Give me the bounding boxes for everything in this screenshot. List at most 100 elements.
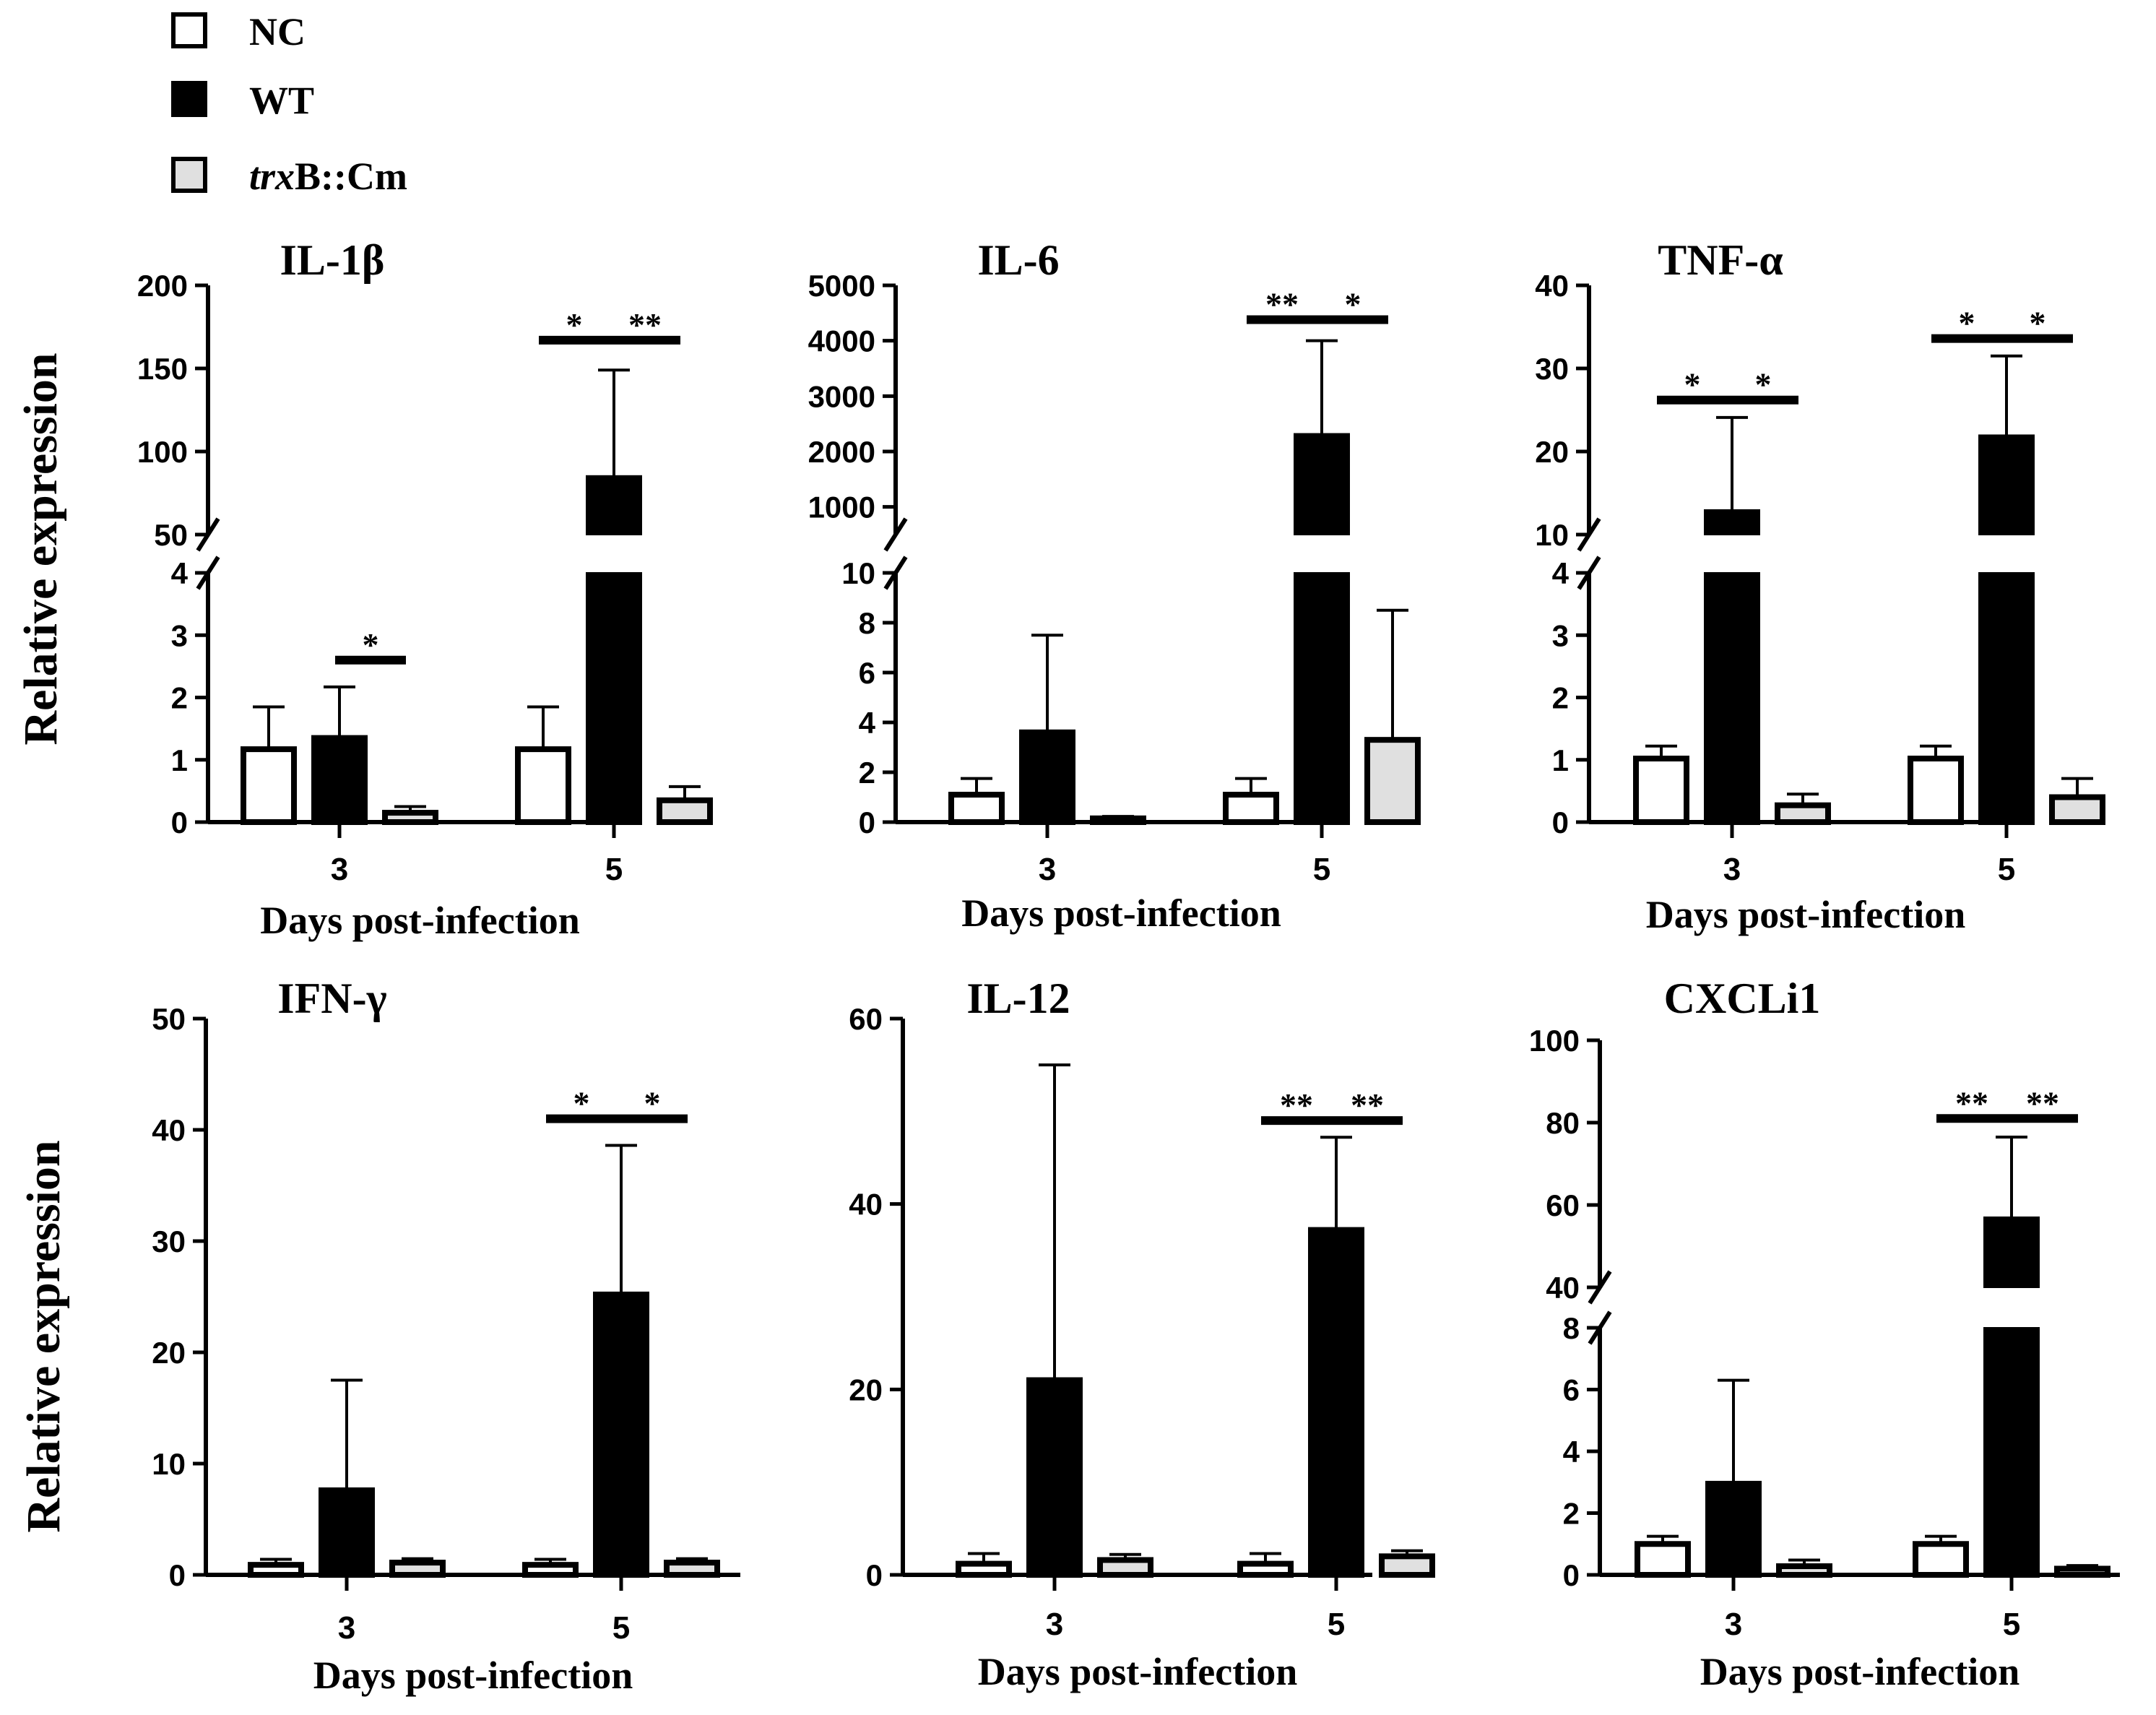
y-tick-label: 3 bbox=[1552, 618, 1569, 652]
significance-label: * bbox=[2030, 305, 2046, 342]
y-tick-label: 40 bbox=[849, 1188, 883, 1222]
legend-swatch-wt bbox=[171, 81, 207, 117]
significance-label: * bbox=[1755, 366, 1772, 403]
legend-label-nc: NC bbox=[249, 10, 306, 53]
y-tick-label: 4 bbox=[1563, 1435, 1580, 1469]
x-tick-label: 5 bbox=[1998, 852, 2015, 887]
bar-wt-day5 bbox=[1978, 434, 2035, 825]
y-tick-label: 8 bbox=[1563, 1311, 1580, 1345]
bar-wt-day3 bbox=[1026, 1377, 1083, 1578]
significance-label: ** bbox=[2026, 1084, 2059, 1121]
significance-label: * bbox=[573, 1085, 590, 1122]
x-tick-label: 3 bbox=[338, 1610, 355, 1646]
bar-wt-day3 bbox=[319, 1487, 375, 1578]
significance-label: * bbox=[363, 626, 379, 663]
y-tick-label: 3 bbox=[171, 618, 188, 652]
panel-il-1b: IL-1β 0 1 2 3 4 50 100 150 200 3 5 Days post-infecti… bbox=[137, 236, 713, 942]
panel-il-12: IL-12 0 20 40 60 3 5 Days post-infection ** ** bbox=[849, 975, 1435, 1693]
bar-trxb-day5 bbox=[1364, 737, 1421, 826]
axis-break-gap bbox=[1546, 535, 2037, 572]
y-tick-label: 2 bbox=[859, 756, 875, 790]
y-tick-label: 10 bbox=[152, 1447, 186, 1481]
significance-label: ** bbox=[1351, 1087, 1384, 1123]
y-tick-label: 1 bbox=[171, 743, 188, 777]
y-tick-label: 10 bbox=[841, 556, 875, 590]
panel-title: IFN-γ bbox=[277, 975, 386, 1022]
y-tick-label: 20 bbox=[1535, 435, 1569, 469]
legend-swatch-trxb bbox=[171, 157, 207, 193]
x-tick-label: 5 bbox=[1313, 852, 1330, 887]
y-tick-label: 50 bbox=[154, 518, 188, 552]
y-tick-label: 60 bbox=[849, 1002, 883, 1036]
y-tick-label: 40 bbox=[1546, 1271, 1580, 1305]
y-tick-label: 40 bbox=[1535, 269, 1569, 303]
x-axis-label: Days post-infection bbox=[260, 899, 580, 942]
panel-cxcli1: CXCLi1 0 2 4 6 8 40 60 80 100 3 5 Days post-infectio… bbox=[1529, 975, 2134, 1693]
bar-wt-day3 bbox=[311, 735, 368, 825]
x-tick-label: 3 bbox=[1723, 852, 1741, 887]
y-tick-label: 40 bbox=[152, 1113, 186, 1147]
panel-ifn-g: IFN-γ 0 10 20 30 40 50 3 5 Days post-infection * * bbox=[152, 975, 740, 1697]
y-tick-label: 2000 bbox=[808, 435, 875, 469]
bar-wt-day5 bbox=[1294, 433, 1350, 825]
y-axis-label-row1: Relative expression bbox=[14, 353, 67, 745]
x-tick-label: 5 bbox=[1328, 1607, 1345, 1642]
y-axis-label-row2: Relative expression bbox=[17, 1140, 70, 1532]
y-tick-label: 0 bbox=[169, 1558, 186, 1592]
panel-tnf-a: TNF-α 0 1 2 3 4 10 20 30 40 3 5 Days post-infection *… bbox=[1535, 236, 2105, 936]
y-tick-label: 100 bbox=[137, 435, 188, 469]
x-tick-label: 3 bbox=[1046, 1607, 1063, 1642]
y-tick-label: 0 bbox=[866, 1558, 883, 1592]
significance-label: * bbox=[1684, 366, 1701, 403]
panel-il-6: IL-6 0 2 4 6 8 10 1000 2000 3000 4000 5000 3 5 Days po… bbox=[808, 236, 1421, 935]
bar-nc-day5 bbox=[1908, 756, 1964, 826]
x-tick-label: 3 bbox=[1725, 1607, 1742, 1642]
panel-title: TNF-α bbox=[1658, 236, 1783, 284]
x-tick-label: 5 bbox=[2003, 1607, 2020, 1642]
y-tick-label: 6 bbox=[1563, 1373, 1580, 1407]
axis-break-gap bbox=[165, 535, 646, 572]
y-tick-label: 0 bbox=[171, 805, 188, 839]
significance-label: ** bbox=[628, 306, 662, 343]
y-tick-label: 20 bbox=[152, 1336, 186, 1370]
y-tick-label: 0 bbox=[1552, 805, 1569, 839]
panel-title: CXCLi1 bbox=[1664, 975, 1821, 1022]
bar-wt-day5 bbox=[593, 1291, 649, 1578]
y-tick-label: 30 bbox=[152, 1224, 186, 1258]
axis-break-mark-upper bbox=[883, 517, 908, 552]
significance-label: * bbox=[566, 306, 583, 343]
y-tick-label: 0 bbox=[1563, 1558, 1580, 1592]
bar-trxb-day3 bbox=[1097, 1557, 1153, 1578]
bar-nc-day5 bbox=[515, 746, 571, 826]
bar-wt-day5 bbox=[586, 475, 642, 825]
y-tick-label: 20 bbox=[849, 1373, 883, 1407]
y-tick-label: 5000 bbox=[808, 269, 875, 303]
x-tick-label: 3 bbox=[331, 852, 348, 887]
y-tick-label: 2 bbox=[171, 681, 188, 715]
y-tick-label: 6 bbox=[859, 656, 875, 690]
panel-title: IL-6 bbox=[977, 236, 1059, 284]
x-axis-label: Days post-infection bbox=[313, 1654, 633, 1697]
y-tick-label: 3000 bbox=[808, 379, 875, 413]
panel-title: IL-12 bbox=[966, 975, 1070, 1022]
axis-break-gap bbox=[852, 535, 1361, 572]
significance-label: * bbox=[1345, 286, 1361, 323]
significance-label: * bbox=[1959, 305, 1975, 342]
y-tick-label: 1000 bbox=[808, 491, 875, 524]
y-tick-label: 100 bbox=[1529, 1024, 1580, 1058]
legend-swatch-nc bbox=[171, 12, 207, 48]
bar-wt-day3 bbox=[1019, 729, 1075, 825]
significance-label: * bbox=[644, 1085, 661, 1122]
legend-label-trxb-rest: B::Cm bbox=[295, 155, 407, 198]
legend-label-trxb-italic: trx bbox=[249, 155, 295, 198]
significance-label: ** bbox=[1955, 1084, 1988, 1121]
x-axis-label: Days post-infection bbox=[961, 891, 1281, 935]
y-tick-label: 0 bbox=[859, 805, 875, 839]
y-tick-label: 200 bbox=[137, 269, 188, 303]
legend: NC WT trxB::Cm bbox=[171, 10, 407, 198]
bar-nc-day3 bbox=[1635, 1541, 1691, 1578]
y-tick-label: 4000 bbox=[808, 324, 875, 358]
legend-label-trxb: trxB::Cm bbox=[249, 155, 407, 198]
y-tick-label: 50 bbox=[152, 1002, 186, 1036]
